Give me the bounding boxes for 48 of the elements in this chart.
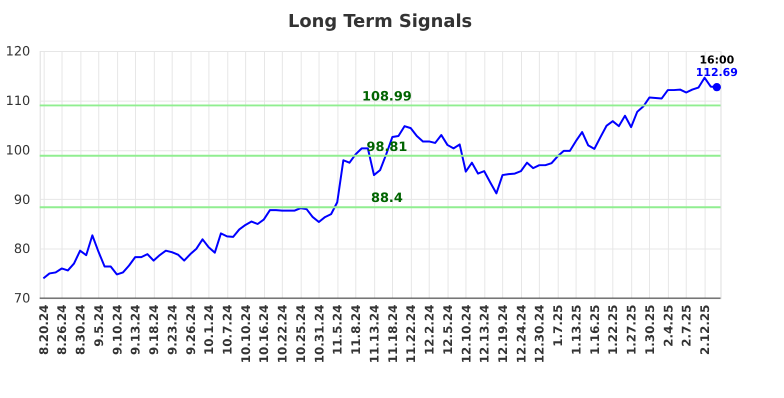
y-tick-label: 70 — [14, 292, 30, 307]
x-tick-label: 8.30.24 — [74, 304, 88, 355]
annotation: 16:00 — [699, 53, 735, 66]
x-tick-label: 9.18.24 — [147, 304, 162, 355]
annotation: 112.69 — [696, 66, 738, 80]
y-tick-label: 110 — [6, 94, 30, 109]
x-tick-label: 11.13.24 — [367, 304, 382, 364]
x-tick-label: 2.7.25 — [680, 304, 694, 347]
x-tick-label: 2.12.25 — [698, 304, 712, 355]
x-tick-label: 1.30.25 — [642, 304, 657, 355]
y-tick-label: 80 — [14, 242, 30, 258]
x-tick-label: 10.25.24 — [294, 304, 308, 364]
x-tick-label: 12.10.24 — [459, 304, 474, 364]
x-tick-label: 1.7.25 — [551, 304, 566, 347]
x-tick-label: 9.23.24 — [165, 304, 180, 355]
ref-line-label: 88.4 — [370, 191, 403, 206]
x-tick-label: 12.19.24 — [496, 304, 510, 364]
ref-line-label: 108.99 — [362, 89, 412, 104]
x-tick-label: 8.26.24 — [55, 304, 70, 355]
x-tick-label: 12.2.24 — [422, 304, 437, 355]
x-tick-label: 9.26.24 — [184, 304, 198, 355]
x-tick-label: 11.18.24 — [386, 304, 400, 364]
x-tick-label: 11.22.24 — [404, 304, 418, 364]
x-tick-label: 12.5.24 — [440, 304, 455, 355]
x-tick-label: 1.22.25 — [606, 304, 620, 355]
x-tick-label: 9.5.24 — [92, 304, 106, 347]
x-tick-label: 10.1.24 — [202, 304, 216, 355]
x-tick-label: 1.27.25 — [624, 304, 639, 355]
y-tick-label: 90 — [14, 192, 30, 208]
x-tick-label: 8.20.24 — [36, 304, 51, 355]
x-tick-label: 11.8.24 — [349, 304, 364, 355]
y-tick-label: 100 — [6, 143, 30, 158]
x-tick-label: 12.13.24 — [478, 304, 492, 364]
x-tick-label: 10.10.24 — [238, 304, 253, 364]
x-tick-label: 1.16.25 — [588, 304, 602, 355]
x-tick-label: 11.5.24 — [330, 304, 345, 355]
x-tick-label: 10.31.24 — [312, 304, 326, 364]
x-tick-label: 12.30.24 — [532, 304, 547, 364]
x-tick-label: 10.22.24 — [276, 304, 290, 364]
chart-title: Long Term Signals — [288, 11, 472, 32]
y-tick-label: 120 — [6, 44, 30, 60]
x-tick-label: 12.24.24 — [514, 304, 528, 364]
x-tick-label: 10.7.24 — [220, 304, 234, 355]
x-tick-label: 2.4.25 — [661, 304, 676, 347]
x-tick-label: 1.13.25 — [569, 304, 584, 355]
x-tick-label: 10.16.24 — [257, 304, 272, 364]
x-tick-label: 9.13.24 — [128, 304, 143, 355]
x-tick-label: 9.10.24 — [110, 304, 124, 355]
